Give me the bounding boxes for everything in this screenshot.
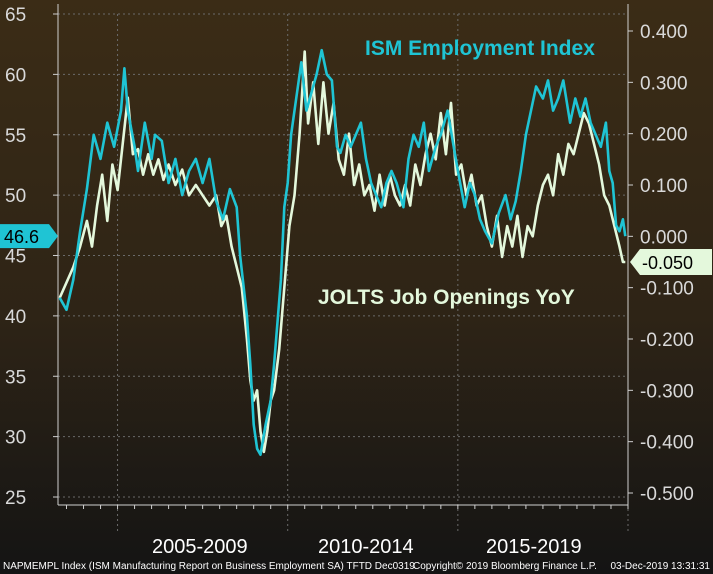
- footer-copyright: Copyright© 2019 Bloomberg Finance L.P.: [413, 561, 597, 572]
- grid-lines: [58, 13, 629, 532]
- left-tick-label: 25: [5, 488, 26, 509]
- left-tick-label: 50: [5, 186, 26, 207]
- right-tick-label: -0.100: [640, 279, 694, 300]
- series-layer: [58, 48, 627, 456]
- right-tick-label: 0.200: [640, 125, 688, 146]
- left-tick-label: 35: [5, 367, 26, 388]
- period-label-2015-2019: 2015-2019: [486, 536, 582, 558]
- right-tick-label: -0.200: [640, 330, 694, 351]
- period-label-2010-2014: 2010-2014: [318, 536, 414, 558]
- right-tick-label: 0.400: [640, 22, 688, 43]
- right-tick-label: 0.100: [640, 176, 688, 197]
- jolts-last-value: -0.050: [642, 253, 693, 273]
- period-label-2005-2009: 2005-2009: [152, 536, 248, 558]
- axes: 65 60 55 50 45 40 35 30 25 0.400 0.300 0.200 0.100 0.…: [5, 4, 694, 509]
- left-tick-label: 60: [5, 65, 26, 86]
- jolts-series-label: JOLTS Job Openings YoY: [318, 286, 575, 309]
- right-tick-label: -0.400: [640, 433, 694, 454]
- ism-last-value: 46.6: [4, 227, 39, 247]
- left-tick-label: 45: [5, 247, 26, 268]
- left-tick-label: 65: [5, 5, 26, 26]
- ism-series-label: ISM Employment Index: [365, 37, 595, 60]
- right-tick-label: 0.000: [640, 227, 688, 248]
- jolts-last-value-tag: [630, 249, 712, 275]
- left-tick-label: 55: [5, 126, 26, 147]
- right-tick-label: -0.300: [640, 381, 694, 402]
- footer-timestamp: 03-Dec-2019 13:31:31: [610, 561, 710, 572]
- left-tick-label: 30: [5, 428, 26, 449]
- series-line-ism: [58, 48, 627, 456]
- ism-last-value-tag: [0, 224, 58, 249]
- footer-source: NAPMEMPL Index (ISM Manufacturing Report…: [3, 561, 415, 572]
- right-tick-label: -0.500: [640, 484, 694, 505]
- right-tick-label: 0.300: [640, 73, 688, 94]
- labels-layer: ISM Employment Index JOLTS Job Openings …: [0, 37, 712, 572]
- series-line-jolts: [58, 50, 626, 454]
- left-tick-label: 40: [5, 307, 26, 328]
